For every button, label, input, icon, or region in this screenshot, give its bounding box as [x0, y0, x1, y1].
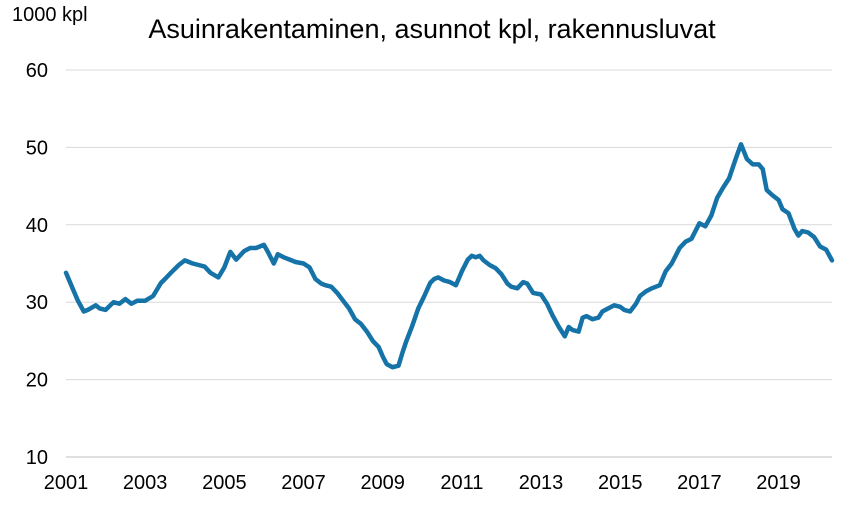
- series-group: [63, 142, 835, 370]
- y-axis-unit-label: 1000 kpl: [12, 4, 88, 26]
- x-tick-label: 2009: [360, 472, 405, 494]
- y-tick-label: 40: [26, 215, 48, 237]
- x-tick-label: 2003: [123, 472, 168, 494]
- x-tick-label: 2019: [756, 472, 801, 494]
- y-tick-label: 20: [26, 370, 48, 392]
- x-tick-label: 2013: [519, 472, 564, 494]
- series-line: [63, 142, 835, 370]
- x-tick-label: 2011: [440, 472, 483, 494]
- x-tick-label: 2007: [281, 472, 326, 494]
- x-tick-label: 2015: [598, 472, 643, 494]
- y-tick-label: 50: [26, 137, 48, 159]
- x-tick-label: 2001: [44, 472, 89, 494]
- chart-title: Asuinrakentaminen, asunnot kpl, rakennus…: [148, 14, 716, 44]
- y-tick-label: 10: [26, 447, 48, 469]
- x-tick-label: 2005: [202, 472, 247, 494]
- y-tick-label: 60: [26, 60, 48, 82]
- x-tick-label: 2017: [677, 472, 722, 494]
- y-tick-label: 30: [26, 292, 48, 314]
- x-axis-ticks: 2001 2003 2005 2007 2009 2011 2013 2015 2017 2019: [44, 472, 801, 494]
- y-axis-ticks: 10 20 30 40 50 60: [26, 60, 48, 469]
